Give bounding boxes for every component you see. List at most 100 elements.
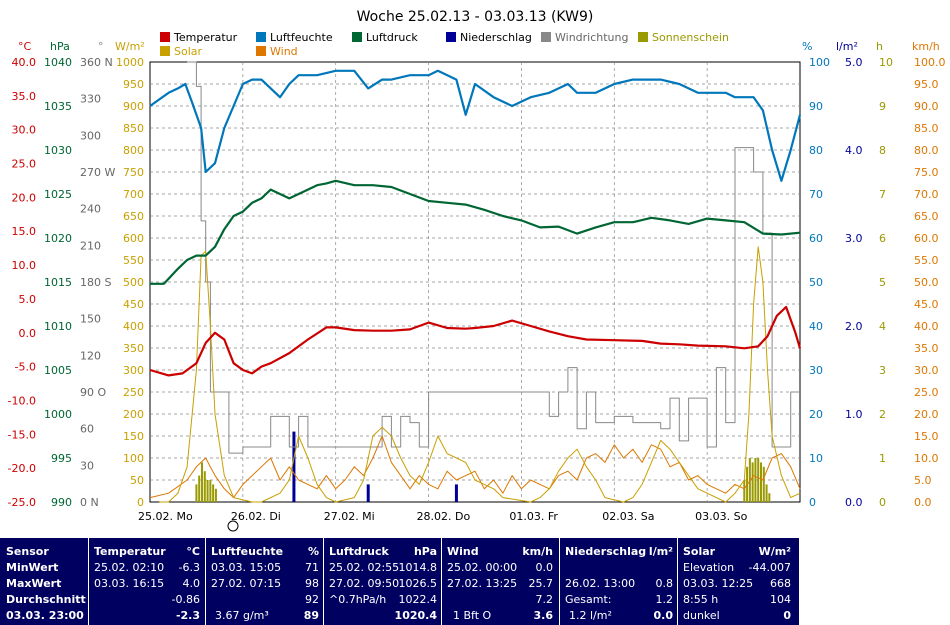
legend-swatch (256, 32, 266, 42)
tick-label: 500 (123, 276, 144, 289)
tick-label: 210 (80, 239, 101, 252)
tick-label: 3 (879, 364, 886, 377)
tick-label: 30.0 (914, 364, 939, 377)
temperature-column: Temperatur °C 25.02. 02:10 -6.3 03.03. 16:… (94, 538, 204, 625)
tick-label: 80 (809, 144, 823, 157)
tick-label: -10.0 (8, 394, 36, 407)
tick-label: 300 (80, 129, 101, 142)
press-unit-header: hPa (413, 545, 437, 558)
tick-label: 850 (123, 122, 144, 135)
elevation-label: Elevation (683, 561, 735, 574)
hum-now-value: 89 (303, 609, 319, 622)
hum-avg-value: 92 (305, 593, 319, 606)
press-header: Luftdruck (329, 545, 389, 558)
tick-label: 0 (809, 496, 816, 509)
tick-label: 9 (879, 100, 886, 113)
tick-label: 7 (879, 188, 886, 201)
tick-label: 100 (809, 56, 830, 69)
tick-label: 1000 (116, 56, 144, 69)
wind-min-time: 25.02. 00:00 (447, 561, 518, 574)
legend-swatch (256, 46, 266, 56)
series-temperatur-line (149, 305, 802, 377)
sensor-column: Sensor MinWert MaxWert Durchschnitt 03.0… (6, 538, 88, 625)
tick-label: 25.0 (12, 158, 37, 171)
wind-column: Wind km/h 25.02. 00:00 0.0 27.02. 13:25 25.… (447, 538, 557, 625)
sunshine-bar (765, 484, 768, 502)
sunshine-bar (757, 458, 760, 502)
tick-label: 1010 (44, 320, 72, 333)
tick-label: 15.0 (914, 430, 939, 443)
press-now-value: 1020.4 (394, 609, 437, 622)
temp-now-value: -2.3 (175, 609, 200, 622)
sunshine-bar (203, 471, 206, 502)
tick-label: 1030 (44, 144, 72, 157)
tick-label: 70 (809, 188, 823, 201)
rain-unit: l/m² (836, 40, 858, 53)
tick-label: 70.0 (914, 188, 939, 201)
legend-label: Luftdruck (366, 31, 418, 44)
tick-label: 0.0 (19, 327, 37, 340)
wind-unit: km/h (912, 40, 940, 53)
tick-label: 100 (123, 452, 144, 465)
pressure-unit: hPa (50, 40, 70, 53)
solar-max-time: 03.03. 12:25 (683, 577, 754, 590)
tick-label: 100.0 (914, 56, 946, 69)
tick-label: 1015 (44, 276, 72, 289)
tick-label: 4 (879, 320, 886, 333)
solar-header: Solar (683, 545, 716, 558)
tick-label: 80.0 (914, 144, 939, 157)
tick-label: 2.0 (845, 320, 863, 333)
tick-label: 30 (80, 459, 94, 472)
tick-label: 450 (123, 298, 144, 311)
legend-swatch (638, 32, 648, 42)
tick-label: 90.0 (914, 100, 939, 113)
tick-label: 0.0 (914, 496, 932, 509)
legend-swatch (541, 32, 551, 42)
tick-label: 20.0 (12, 191, 37, 204)
solar-max-value: 668 (770, 577, 791, 590)
tick-label: -20.0 (8, 462, 36, 475)
legend-swatch (160, 32, 170, 42)
series-wind-line (149, 435, 801, 499)
rain-unit-header: l/m² (648, 545, 673, 558)
tick-label: 25.0 (914, 386, 939, 399)
temp-max-time: 03.03. 16:15 (94, 577, 165, 590)
tick-label: 4.0 (845, 144, 863, 157)
sunshine-bar (214, 488, 217, 502)
tick-label: 2 (879, 408, 886, 421)
elevation-value: -44.007 (748, 561, 791, 574)
wind-min-value: 0.0 (535, 561, 554, 574)
tick-label: 900 (123, 100, 144, 113)
x-tick-label: 26.02. Di (231, 510, 281, 523)
rain-total-label: Gesamt: (565, 593, 612, 606)
rain-bar (454, 484, 458, 502)
sunshine-bar (206, 480, 209, 502)
tick-label: 10.0 (914, 452, 939, 465)
rain-header: Niederschlag (565, 545, 647, 558)
solar-unit-header: W/m² (758, 545, 791, 558)
humidity-unit: % (802, 40, 812, 53)
tick-label: 90 O (80, 386, 106, 399)
sunshine-bar (768, 493, 771, 502)
tick-label: 30 (809, 364, 823, 377)
rain-total-value: 1.2 (655, 593, 674, 606)
tick-label: 60 (809, 232, 823, 245)
x-tick-label: 25.02. Mo (138, 510, 193, 523)
sunshine-bar (198, 475, 201, 502)
tick-label: 5.0 (914, 474, 932, 487)
tick-label: 3.0 (845, 232, 863, 245)
series-solar-line (159, 246, 801, 503)
tick-label: 50.0 (914, 276, 939, 289)
time-marker-icon[interactable] (227, 520, 239, 532)
min-label: MinWert (6, 561, 59, 574)
pressure-column: Luftdruck hPa 25.02. 02:55 1014.8 27.02. 0… (329, 538, 441, 625)
press-trend: ^0.7hPa/h (329, 593, 387, 606)
press-max-value: 1026.5 (398, 577, 438, 590)
tick-label: 50 (130, 474, 144, 487)
tick-label: 0.0 (845, 496, 863, 509)
tick-label: 995 (51, 452, 72, 465)
tick-label: 1020 (44, 232, 72, 245)
tick-label: 5.0 (19, 293, 37, 306)
rain-bar (366, 484, 370, 502)
tick-label: 65.0 (914, 210, 939, 223)
